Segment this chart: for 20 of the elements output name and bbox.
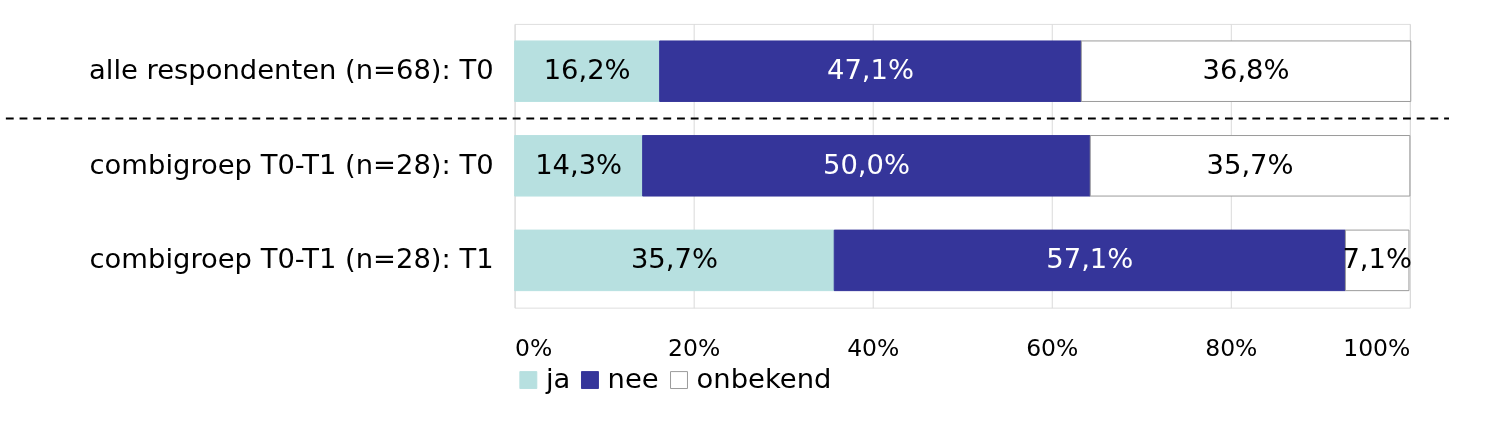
x-tick-label: 20% [668,334,721,363]
legend-label: nee [607,362,659,394]
data-label: 57,1% [1046,243,1134,275]
x-tick-label: 100% [1343,334,1411,363]
y-tick-label: alle respondenten (n=68): T0 [89,54,494,86]
x-tick-label: 40% [847,334,900,363]
data-label: 35,7% [630,243,718,275]
data-label: 35,7% [1206,148,1294,180]
data-label: 36,8% [1202,54,1290,86]
y-tick-label: combigroep T0-T1 (n=28): T0 [89,148,494,180]
data-label: 16,2% [543,54,631,86]
x-tick-label: 60% [1026,334,1079,363]
data-label: 50,0% [822,148,910,180]
x-tick-label: 0% [515,334,553,363]
data-label: 14,3% [535,148,623,180]
legend-label: ja [544,362,571,394]
y-tick-label: combigroep T0-T1 (n=28): T1 [89,243,494,275]
x-tick-label: 80% [1205,334,1258,363]
legend-label: onbekend [696,362,832,394]
data-label: 47,1% [827,54,914,86]
